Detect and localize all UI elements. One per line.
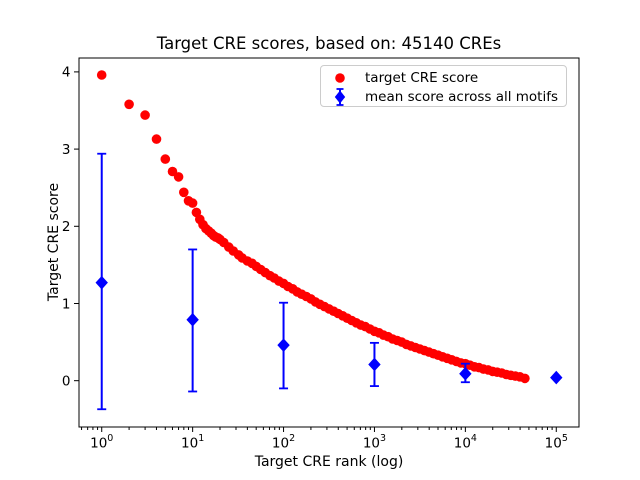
series-mean-score (95, 152, 563, 411)
mean-data-point (186, 312, 199, 327)
legend-entry-mean-score: mean score across all motifs (327, 87, 566, 106)
data-point (179, 187, 189, 198)
x-tick-label: 102 (272, 433, 295, 452)
y-tick-label: 0 (62, 373, 71, 389)
axes-frame (78, 57, 580, 428)
x-tick-label: 105 (545, 433, 568, 452)
x-axis-label: Target CRE rank (log) (254, 454, 404, 470)
data-point (151, 134, 162, 144)
mean-data-point (368, 357, 381, 372)
mean-data-point (550, 370, 563, 385)
axis-ticks (74, 71, 557, 432)
mean-data-point (95, 275, 108, 290)
data-point (173, 172, 184, 182)
legend-label-target-cre-score: target CRE score (365, 69, 479, 86)
y-axis-label: Target CRE score (46, 182, 62, 302)
blue-diamond-errorbar-marker-icon (334, 87, 346, 106)
y-tick-label: 4 (62, 65, 71, 81)
legend: target CRE score mean score across all m… (320, 65, 567, 107)
data-point (140, 110, 150, 120)
y-tick-label: 3 (62, 142, 71, 158)
x-tick-label: 103 (363, 433, 386, 452)
x-tick-label: 104 (454, 433, 477, 452)
y-tick-label: 1 (62, 296, 71, 312)
series-target-cre-score (96, 70, 530, 384)
y-tick-label: 2 (62, 219, 71, 235)
data-point (124, 99, 134, 110)
mean-data-point (459, 366, 472, 381)
x-tick-label: 100 (90, 433, 113, 452)
mean-data-point (277, 338, 290, 352)
red-circle-marker-icon (335, 72, 345, 83)
legend-label-mean-score: mean score across all motifs (365, 88, 559, 105)
x-tick-label: 101 (181, 433, 204, 452)
data-point (520, 373, 530, 384)
chart-title: Target CRE scores, based on: 45140 CREs (156, 34, 502, 53)
data-point (96, 70, 107, 80)
legend-entry-target-cre-score: target CRE score (327, 68, 566, 87)
data-point (187, 198, 198, 208)
data-point (160, 154, 171, 164)
